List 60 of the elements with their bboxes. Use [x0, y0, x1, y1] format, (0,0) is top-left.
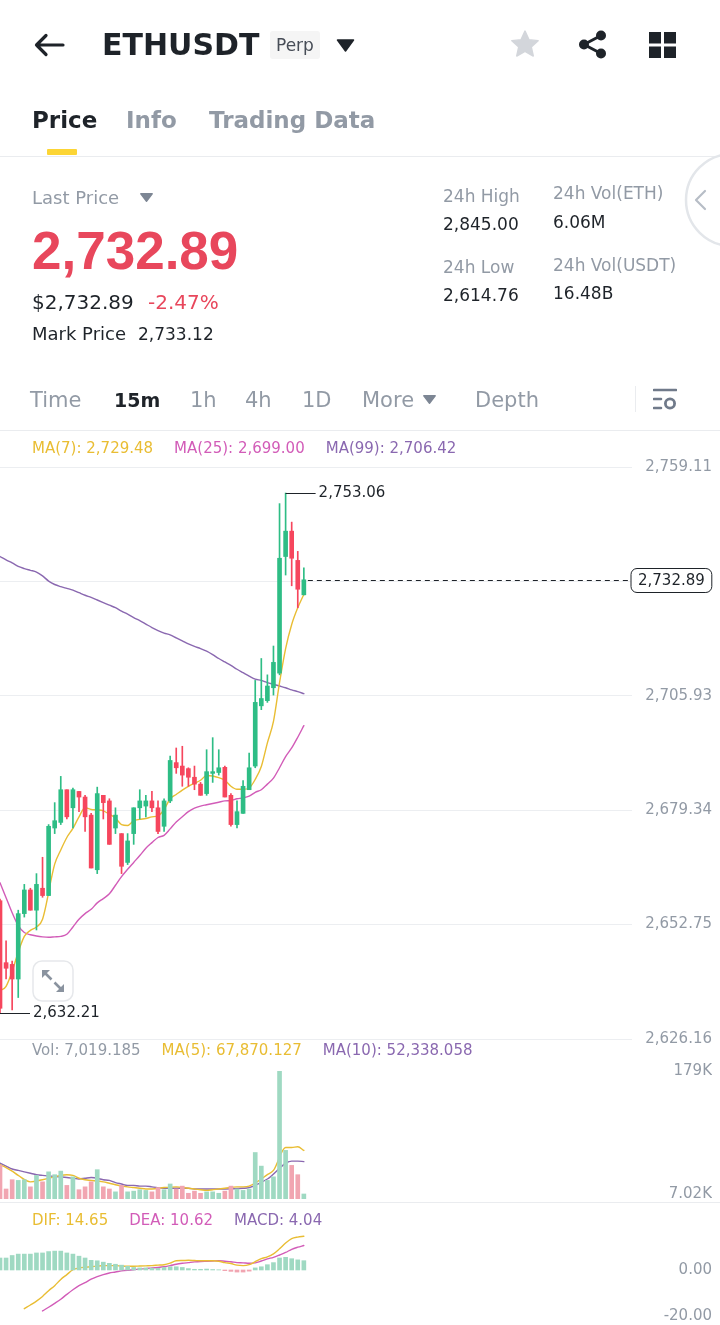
- text: MA(25): 2,699.00: [174, 439, 305, 457]
- annotation: 2,632.21: [33, 1003, 100, 1022]
- text: 2,733.12: [138, 324, 214, 344]
- text: 2,614.76: [443, 285, 519, 305]
- text: Last Price: [32, 187, 120, 209]
- text: 24h Vol(USDT): [553, 255, 677, 275]
- text: $2,732.89: [32, 290, 134, 314]
- text: MA(5): 67,870.127: [161, 1041, 302, 1059]
- bar: [94, 1169, 100, 1199]
- text: Vol: 7,019.185: [32, 1041, 141, 1059]
- line-series: [23, 1235, 305, 1310]
- y-tick-label: 2,652.75: [645, 914, 712, 933]
- y-tick-label: -20.00: [663, 1305, 712, 1324]
- line-series: [41, 1244, 305, 1312]
- text: 2,732.89: [638, 571, 705, 590]
- y-tick-label: 2,759.11: [645, 456, 712, 475]
- text: 2,732.89: [32, 220, 239, 282]
- y-tick-label: 2,705.93: [645, 685, 712, 704]
- line-series: [0, 1146, 305, 1192]
- bar: [113, 1191, 118, 1199]
- text: Time: [30, 388, 82, 413]
- badge: Perp: [270, 31, 320, 59]
- text: 15m: [114, 389, 161, 412]
- text: 24h Low: [443, 257, 515, 277]
- text: 24h Vol(ETH): [553, 183, 664, 203]
- y-tick-label: 2,679.34: [645, 800, 712, 819]
- candlestick: [3, 940, 9, 980]
- text: Depth: [475, 388, 539, 413]
- text: 16.48B: [553, 283, 614, 303]
- text: 1h: [190, 388, 217, 413]
- text: More: [362, 388, 415, 413]
- bar: [28, 1186, 33, 1199]
- text: DIF: 14.65: [32, 1211, 109, 1229]
- text: MA(7): 2,729.48: [32, 439, 154, 457]
- text: DEA: 10.62: [129, 1211, 213, 1229]
- annotation: 2,753.06: [318, 483, 386, 502]
- bar: [119, 1185, 124, 1199]
- bar: [40, 1181, 45, 1199]
- bar: [34, 1175, 39, 1199]
- line-series: [0, 1160, 305, 1190]
- text: 1D: [302, 388, 332, 413]
- line-series: [0, 724, 305, 938]
- y-tick-label: 7.02K: [668, 1183, 714, 1202]
- text: 6.06M: [553, 212, 606, 232]
- text: Info: [126, 106, 177, 134]
- text: MA(10): 52,338.058: [322, 1041, 473, 1059]
- text: ETHUSDT: [102, 27, 260, 63]
- text: Price: [32, 106, 98, 134]
- text: Trading Data: [209, 106, 376, 134]
- line-series: [0, 555, 305, 695]
- text: 24h High: [443, 186, 520, 206]
- y-tick-label: 179K: [673, 1060, 714, 1079]
- text: 4h: [245, 388, 272, 413]
- text: 2,845.00: [443, 214, 519, 234]
- text: -2.47%: [148, 290, 219, 314]
- text: Mark Price: [32, 323, 127, 345]
- text: MA(99): 2,706.42: [325, 439, 457, 457]
- y-tick-label: 2,626.16: [645, 1028, 712, 1047]
- y-tick-label: 0.00: [678, 1259, 712, 1278]
- annotation: MACD: 4.04: [234, 1211, 323, 1229]
